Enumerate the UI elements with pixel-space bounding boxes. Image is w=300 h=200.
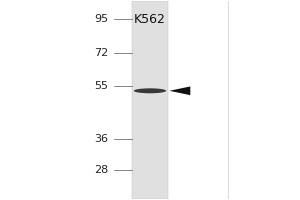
Bar <box>132 1 168 199</box>
Text: 72: 72 <box>94 48 108 58</box>
Text: 36: 36 <box>94 134 108 144</box>
Text: 95: 95 <box>94 14 108 24</box>
Ellipse shape <box>134 88 166 93</box>
Text: K562: K562 <box>134 13 166 26</box>
Polygon shape <box>169 86 190 95</box>
Text: 28: 28 <box>94 165 108 175</box>
Text: 55: 55 <box>94 81 108 91</box>
